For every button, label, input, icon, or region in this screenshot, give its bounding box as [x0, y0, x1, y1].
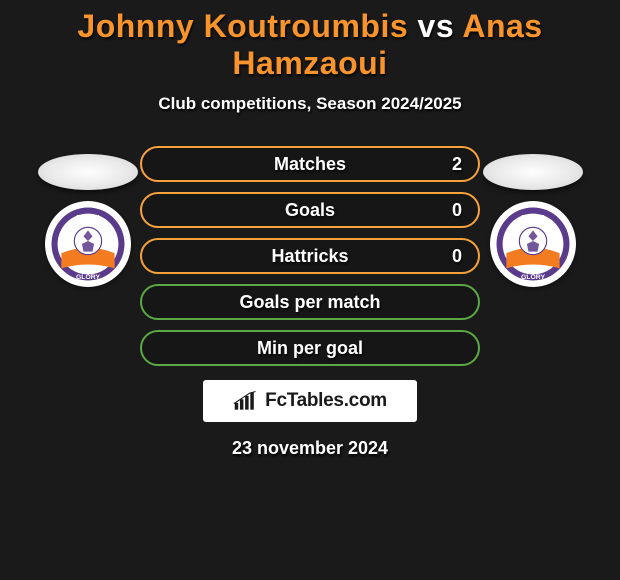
date-label: 23 november 2024 — [0, 438, 620, 459]
stat-row-matches: Matches 2 — [140, 146, 480, 182]
barchart-icon — [233, 390, 259, 412]
svg-text:GLORY: GLORY — [75, 274, 99, 281]
stat-label: Hattricks — [142, 246, 478, 267]
perth-glory-icon: PERTH GLORY — [50, 206, 126, 282]
player1-name: Johnny Koutroumbis — [77, 8, 408, 44]
svg-text:PERTH: PERTH — [521, 215, 544, 222]
stat-row-min-per-goal: Min per goal — [140, 330, 480, 366]
infographic-container: Johnny Koutroumbis vs Anas Hamzaoui Club… — [0, 0, 620, 459]
stat-label: Min per goal — [142, 338, 478, 359]
stat-row-goals: Goals 0 — [140, 192, 480, 228]
stat-label: Goals — [142, 200, 478, 221]
right-column: PERTH GLORY — [480, 146, 585, 287]
site-name: FcTables.com — [265, 390, 387, 412]
stat-right-value: 0 — [452, 246, 462, 267]
stats-column: Matches 2 Goals 0 Hattricks 0 Goals per … — [140, 146, 480, 366]
site-badge: FcTables.com — [203, 380, 417, 422]
stat-right-value: 2 — [452, 154, 462, 175]
svg-text:PERTH: PERTH — [76, 215, 99, 222]
comparison-title: Johnny Koutroumbis vs Anas Hamzaoui — [0, 8, 620, 82]
svg-text:GLORY: GLORY — [520, 274, 544, 281]
season-subtitle: Club competitions, Season 2024/2025 — [0, 94, 620, 114]
team-right-logo: PERTH GLORY — [490, 201, 576, 287]
player1-avatar-placeholder — [38, 154, 138, 190]
stat-row-hattricks: Hattricks 0 — [140, 238, 480, 274]
vs-label: vs — [418, 8, 455, 44]
stat-right-value: 0 — [452, 200, 462, 221]
team-left-logo: PERTH GLORY — [45, 201, 131, 287]
player2-avatar-placeholder — [483, 154, 583, 190]
left-column: PERTH GLORY — [35, 146, 140, 287]
stat-label: Matches — [142, 154, 478, 175]
stat-row-goals-per-match: Goals per match — [140, 284, 480, 320]
main-row: PERTH GLORY Matches 2 Goals 0 Hattricks … — [0, 146, 620, 366]
perth-glory-icon: PERTH GLORY — [495, 206, 571, 282]
stat-label: Goals per match — [142, 292, 478, 313]
